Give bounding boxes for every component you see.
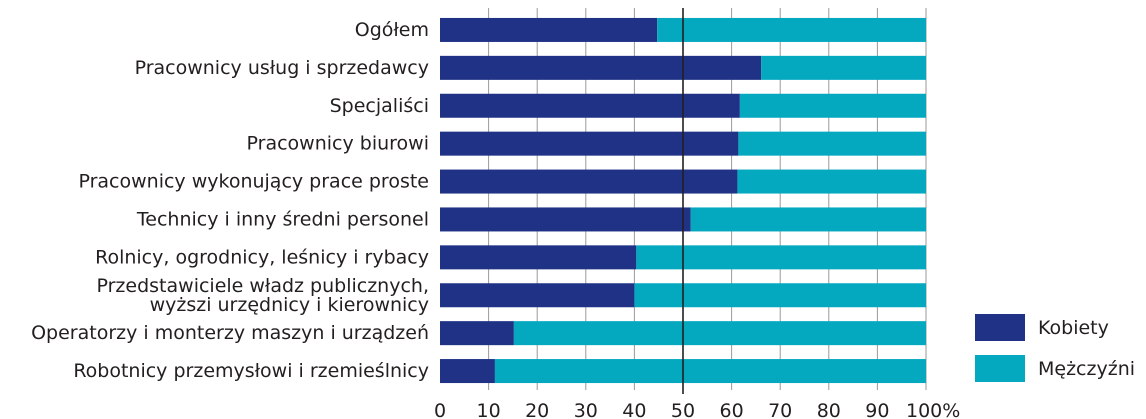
bar-kobiety xyxy=(440,283,635,308)
bar-kobiety xyxy=(440,207,691,232)
category-label: Operatorzy i monterzy maszyn i urządzeń xyxy=(31,322,429,344)
bar-mezczyzni xyxy=(657,17,926,42)
bar-kobiety xyxy=(440,245,637,270)
category-label: Technicy i inny średni personel xyxy=(136,208,429,230)
legend-label-kobiety: Kobiety xyxy=(1038,317,1109,339)
category-label: Pracownicy biurowi xyxy=(247,133,429,155)
bar-mezczyzni xyxy=(634,283,926,308)
x-tick-label: 20 xyxy=(525,400,549,419)
category-label: Robotnicy przemysłowi i rzemieślnicy xyxy=(73,360,429,382)
x-tick-label: 30 xyxy=(574,400,598,419)
x-tick-label: 0 xyxy=(434,400,446,419)
bar-mezczyzni xyxy=(739,93,926,118)
legend: Kobiety Mężczyźni xyxy=(975,314,1135,382)
legend-label-mezczyzni: Mężczyźni xyxy=(1038,358,1135,380)
x-axis-tick-labels: 0 10 20 30 40 50 60 70 80 90 100% xyxy=(434,400,960,419)
category-label: Pracownicy wykonujący prace proste xyxy=(78,171,429,193)
category-label: Przedstawiciele władz publicznych, xyxy=(97,275,430,297)
category-label: Specjaliści xyxy=(330,95,429,117)
bar-kobiety xyxy=(440,131,739,156)
x-tick-label: 80 xyxy=(817,400,841,419)
x-tick-label: 10 xyxy=(477,400,501,419)
bar-mezczyzni xyxy=(761,55,926,80)
x-tick-label: 60 xyxy=(720,400,744,419)
bar-kobiety xyxy=(440,169,738,194)
category-label: Pracownicy usług i sprzedawcy xyxy=(135,57,429,79)
x-tick-label: 40 xyxy=(622,400,646,419)
category-label: Ogółem xyxy=(355,19,429,41)
bar-mezczyzni xyxy=(738,131,926,156)
bars xyxy=(440,17,926,384)
bar-mezczyzni xyxy=(494,359,926,384)
category-label: Rolnicy, ogrodnicy, leśnicy i rybacy xyxy=(95,246,429,268)
bar-kobiety xyxy=(440,93,740,118)
x-tick-label: 100% xyxy=(906,400,960,419)
bar-mezczyzni xyxy=(636,245,926,270)
bar-mezczyzni xyxy=(513,321,926,346)
bar-kobiety xyxy=(440,359,495,384)
x-tick-label: 70 xyxy=(768,400,792,419)
bar-mezczyzni xyxy=(690,207,926,232)
legend-swatch-kobiety xyxy=(975,314,1025,341)
bar-kobiety xyxy=(440,55,762,80)
category-label: wyższi urzędnicy i kierownicy xyxy=(150,294,429,316)
bar-mezczyzni xyxy=(737,169,926,194)
legend-swatch-mezczyzni xyxy=(975,355,1025,382)
x-tick-label: 50 xyxy=(671,400,695,419)
bar-kobiety xyxy=(440,321,514,346)
category-labels: Ogółem Pracownicy usług i sprzedawcy Specj… xyxy=(31,19,429,382)
bar-kobiety xyxy=(440,17,658,42)
x-tick-label: 90 xyxy=(865,400,889,419)
